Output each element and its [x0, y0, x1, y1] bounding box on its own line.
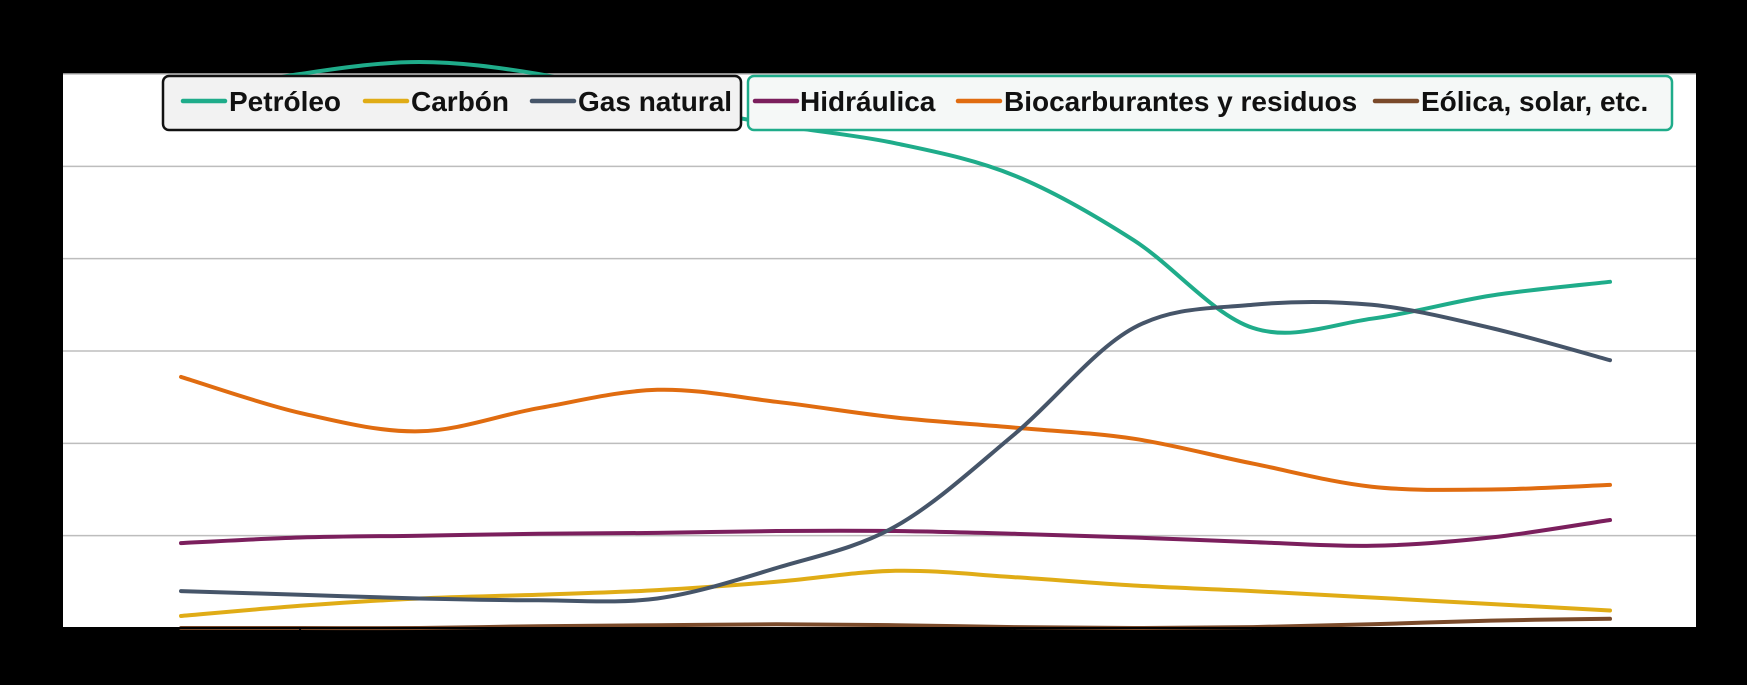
x-axis: [63, 627, 1696, 636]
legend-label: Petróleo: [229, 86, 341, 117]
series-lines: [179, 60, 1612, 631]
legend: Petróleo Carbón Gas natural Hidráulica Bioca…: [161, 74, 1674, 132]
series-line-hidraulica: [179, 518, 1612, 548]
legend-box-fossil: [161, 74, 743, 132]
legend-label: Gas natural: [578, 86, 732, 117]
legend-box-renewable: [746, 74, 1674, 132]
legend-label: Biocarburantes y residuos: [1004, 86, 1357, 117]
legend-label: Hidráulica: [800, 86, 936, 117]
legend-label: Carbón: [411, 86, 509, 117]
legend-label: Eólica, solar, etc.: [1421, 86, 1648, 117]
series-line-gas-natural: [179, 299, 1612, 604]
series-line-biocarburantes-y-residuos: [179, 374, 1612, 492]
series-line-petroleo: [179, 60, 1612, 335]
